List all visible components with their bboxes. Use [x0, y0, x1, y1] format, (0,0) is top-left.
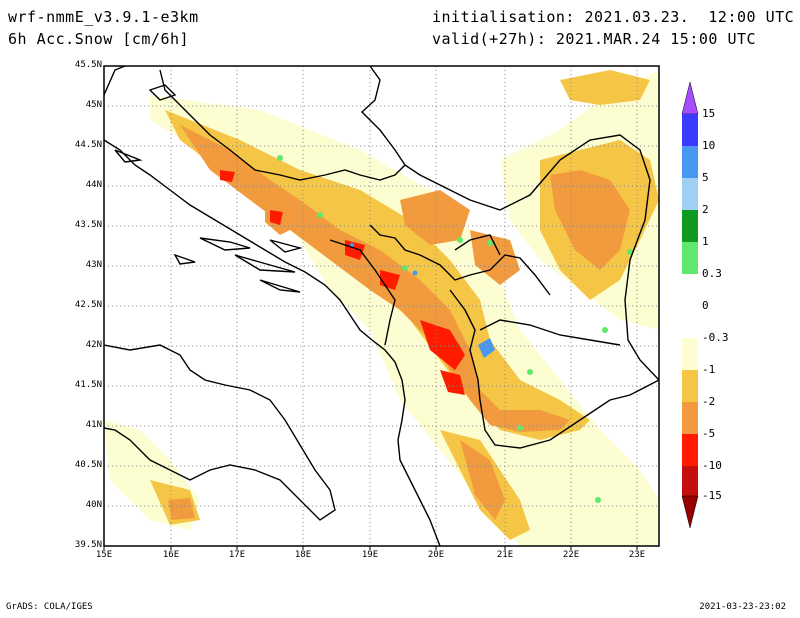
- lat-label: 41.5N: [74, 380, 102, 390]
- colorbar-swatch: [682, 402, 698, 434]
- lat-label: 44N: [85, 180, 102, 190]
- colorbar-swatch: [682, 338, 698, 370]
- colorbar-swatch: [682, 274, 698, 338]
- lat-label: 43N: [85, 260, 102, 270]
- init-time: initialisation: 2021.03.23. 12:00 UTC: [432, 8, 795, 26]
- lat-label: 45.5N: [74, 60, 102, 70]
- colorbar-label: 0.3: [702, 267, 722, 280]
- colorbar-label: -0.3: [702, 331, 729, 344]
- timestamp: 2021-03-23-23:02: [699, 602, 786, 612]
- lat-label: 40.5N: [74, 460, 102, 470]
- lat-label: 44.5N: [74, 140, 102, 150]
- colorbar-label: 2: [702, 203, 709, 216]
- map-frame: [103, 65, 660, 547]
- colorbar-label: 1: [702, 235, 709, 248]
- colorbar-label: -5: [702, 427, 716, 440]
- colorbar-label: -2: [702, 395, 716, 408]
- colorbar-label: 5: [702, 171, 709, 184]
- field-name: 6h Acc.Snow [cm/6h]: [8, 30, 190, 48]
- lat-label: 42.5N: [74, 300, 102, 310]
- lat-label: 40N: [85, 500, 102, 510]
- valid-time: valid(+27h): 2021.MAR.24 15:00 UTC: [432, 30, 757, 48]
- colorbar: [681, 81, 699, 529]
- lon-label: 23E: [628, 550, 646, 560]
- colorbar-label: 10: [702, 139, 716, 152]
- colorbar-swatch: [682, 146, 698, 178]
- lat-label: 39.5N: [74, 540, 102, 550]
- coastlines-borders: [104, 66, 659, 546]
- colorbar-label: 0: [702, 299, 709, 312]
- snow-field: [104, 70, 659, 546]
- colorbar-label: -15: [702, 489, 722, 502]
- colorbar-bottom-arrow: [681, 495, 699, 529]
- colorbar-swatch: [682, 370, 698, 402]
- lat-label: 43.5N: [74, 220, 102, 230]
- colorbar-swatch: [682, 210, 698, 242]
- colorbar-swatch: [682, 466, 698, 496]
- lon-label: 21E: [496, 550, 514, 560]
- lat-label: 45N: [85, 100, 102, 110]
- lon-label: 15E: [95, 550, 113, 560]
- graticule: [104, 66, 659, 546]
- lon-label: 16E: [162, 550, 180, 560]
- colorbar-label: 15: [702, 107, 716, 120]
- model-name: wrf-nmmE_v3.9.1-e3km: [8, 8, 199, 26]
- lat-label: 41N: [85, 420, 102, 430]
- grads-credit: GrADS: COLA/IGES: [6, 602, 93, 612]
- lon-label: 22E: [562, 550, 580, 560]
- colorbar-label: -10: [702, 459, 722, 472]
- lat-label: 42N: [85, 340, 102, 350]
- lon-label: 18E: [294, 550, 312, 560]
- colorbar-swatch: [682, 434, 698, 466]
- lon-label: 20E: [427, 550, 445, 560]
- lon-label: 19E: [361, 550, 379, 560]
- colorbar-swatch: [682, 114, 698, 146]
- colorbar-label: -1: [702, 363, 716, 376]
- colorbar-swatch: [682, 178, 698, 210]
- colorbar-swatch: [682, 242, 698, 274]
- lon-label: 17E: [228, 550, 246, 560]
- colorbar-top-arrow: [681, 81, 699, 115]
